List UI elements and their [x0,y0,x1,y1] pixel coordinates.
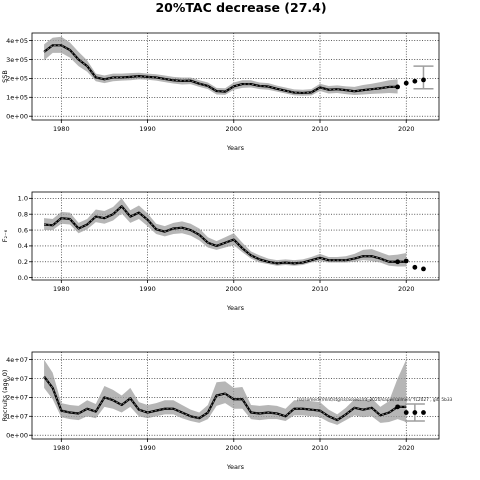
projection-point [421,77,426,83]
y-tick-label: 0e+00 [6,432,28,440]
y-tick-label: 0e+00 [6,113,28,121]
x-tick-label: 2020 [398,125,415,133]
x-tick-label: 2010 [312,285,329,293]
y-tick-label: 2e+07 [6,394,28,402]
x-tick-label: 1990 [139,125,156,133]
x-tick-label: 2010 [312,125,329,133]
fishing-mortality-panel: 1980 1990 2000 2010 2020 0.0 0.2 0.4 0.6 0.8 1.0 Ye… [1,191,440,312]
projection-point [395,259,401,265]
y-tick-label: 4e+05 [6,37,28,45]
y-tick-label: 0.8 [18,210,28,218]
figure-title: 20%TAC decrease (27.4) [155,0,326,15]
y-tick-label: 2e+05 [6,75,28,83]
y-tick-label: 1e+07 [6,413,28,421]
projection-point [403,410,409,415]
x-tick-label: 1980 [53,444,70,452]
recruitment-panel: 1980 1990 2000 2010 2020 0e+00 1e+07 2e+07 3e+07… [1,351,453,471]
x-tick-label: 2020 [398,285,415,293]
source-annotation: /ss/somedir/mnt/stg/ss/assessmt_2020/sap… [297,397,453,403]
x-tick-label: 1990 [139,444,156,452]
projection-point [412,264,418,270]
estimate-line-dash [43,376,407,421]
confidence-band [44,359,407,425]
x-tick-label: 2020 [398,444,415,452]
y-tick-label: 0.0 [18,274,28,282]
projection-point [403,80,409,86]
y-tick-label: 0.4 [18,242,28,250]
y-axis-label: SSB [1,70,9,83]
confidence-band [44,198,407,267]
y-axis-label: F₂₋₆ [1,229,9,242]
projection-point [421,410,426,415]
axes-frame [31,191,440,281]
x-axis-label: Years [226,144,245,152]
x-tick-label: 2000 [226,125,243,133]
y-tick-label: 3e+07 [6,375,28,383]
confidence-band [44,36,398,96]
x-tick-label: 2010 [312,444,329,452]
x-tick-label: 1980 [53,125,70,133]
x-tick-label: 1990 [139,285,156,293]
y-axis-label: Recruits (age 0) [1,370,9,422]
projection-point [395,404,401,410]
x-axis-label: Years [226,304,245,312]
y-tick-label: 0.2 [18,258,28,266]
x-tick-label: 2000 [226,285,243,293]
estimate-line-dash [44,205,407,264]
estimate-line [43,44,398,95]
ssb-panel: 1980 1990 2000 2010 2020 0e+00 1e+05 2e+05 3e+05… [1,32,440,152]
projection-point [403,258,409,264]
y-tick-label: 4e+07 [6,356,28,364]
projection-point [395,84,401,90]
axes-frame [31,351,440,440]
y-tick-label: 1.0 [18,195,28,203]
y-tick-label: 1e+05 [6,94,28,102]
x-axis-label: Years [226,463,245,471]
axes-frame [31,32,440,121]
estimate-line-dash [43,44,398,94]
x-tick-label: 1980 [53,285,70,293]
projection-point [421,266,426,272]
projection-point [412,78,418,84]
projection-point [412,410,418,415]
y-tick-label: 3e+05 [6,56,28,64]
x-tick-label: 2000 [226,444,243,452]
y-tick-label: 0.6 [18,226,28,234]
